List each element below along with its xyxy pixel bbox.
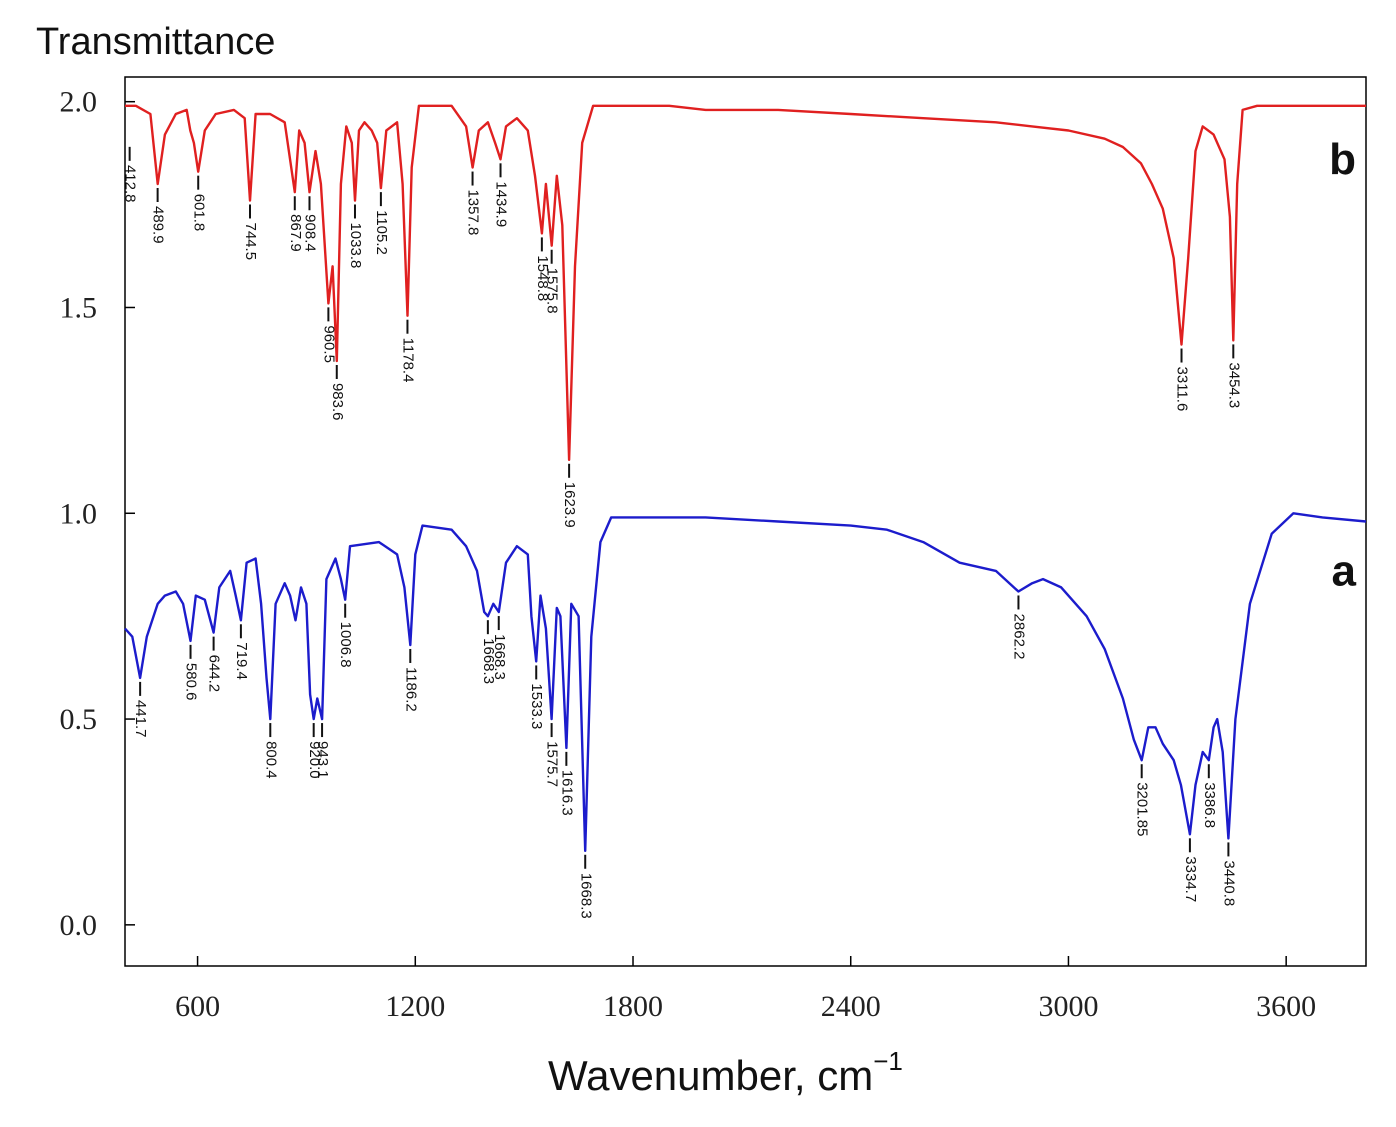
series-letters-group: ba	[1329, 135, 1356, 596]
peak-label: 1357.8	[465, 189, 482, 235]
peak-label: 601.8	[190, 194, 207, 232]
peak-label: 867.9	[287, 214, 304, 252]
peak-label: 489.9	[150, 206, 167, 244]
peak-label: 1623.9	[561, 482, 578, 528]
peak-label: 3440.8	[1220, 860, 1237, 906]
x-tick-label: 1800	[603, 990, 663, 1023]
peak-label: 1434.9	[493, 181, 510, 227]
peak-label: 1033.8	[347, 222, 364, 268]
peak-label: 800.4	[262, 741, 279, 779]
peak-label: 943.1	[314, 741, 331, 779]
peak-label: 1178.4	[400, 338, 417, 383]
plot-frame	[124, 76, 1367, 967]
peak-label: 1105.2	[373, 210, 390, 255]
y-tick-label: 0.0	[60, 909, 98, 942]
peak-label: 3334.7	[1182, 856, 1199, 902]
peak-label: 1668.3	[577, 873, 594, 919]
series-group	[124, 104, 1367, 852]
x-tick-label: 1200	[385, 990, 445, 1023]
x-tick-label: 3000	[1038, 990, 1098, 1023]
x-axis-title: Wavenumber, cm−1	[548, 1046, 903, 1099]
y-tick-label: 1.0	[60, 497, 98, 530]
peak-label: 983.6	[329, 383, 346, 421]
y-tick-label: 1.5	[60, 291, 98, 324]
peak-label: 580.6	[183, 663, 200, 701]
x-tick-label: 600	[175, 990, 220, 1023]
peak-label: 2862.2	[1010, 614, 1027, 660]
y-tick-label: 0.5	[60, 703, 98, 736]
series-line-b	[125, 104, 1366, 461]
x-axis-title-main: Wavenumber, cm	[548, 1052, 873, 1099]
peak-label: 3454.3	[1225, 362, 1242, 408]
axes-group: 600 1200 1800 2400 3000 3600 0.0 0.5 1.0 1.5 2.0	[60, 86, 1317, 1023]
peak-label: 1616.3	[558, 770, 575, 816]
peak-label: 719.4	[233, 642, 250, 680]
peak-label: 3201.85	[1134, 782, 1151, 836]
peak-label: 920.0	[306, 741, 323, 779]
peak-label: 1533.3	[528, 683, 545, 729]
x-tick-label: 3600	[1256, 990, 1316, 1023]
series-line-a	[124, 512, 1367, 852]
y-tick-label: 2.0	[60, 86, 98, 119]
peak-label: 441.7	[132, 700, 149, 738]
peak-label: 1186.2	[402, 667, 419, 712]
peak-label: 3386.8	[1201, 782, 1218, 828]
peak-label: 1548.8	[534, 255, 551, 301]
peak-label: 3311.6	[1174, 367, 1191, 412]
peak-label: 1006.8	[337, 622, 354, 668]
peak-label: 1575.8	[544, 268, 561, 314]
peak-label: 744.5	[242, 223, 259, 261]
peak-label: 412.8	[122, 165, 139, 203]
x-axis-title-superscript: −1	[873, 1046, 903, 1076]
x-tick-label: 2400	[821, 990, 881, 1023]
peak-label: 908.4	[301, 214, 318, 252]
peak-label: 960.5	[320, 325, 337, 363]
y-axis-title: Transmittance	[36, 21, 275, 63]
peak-label: 1668.3	[480, 638, 497, 684]
series-letter-b: b	[1329, 135, 1356, 184]
peak-label: 1668.3	[491, 634, 508, 680]
series-letter-a: a	[1332, 546, 1357, 595]
peak-label: 1575.7	[544, 741, 561, 787]
peak-label: 644.2	[206, 655, 223, 693]
